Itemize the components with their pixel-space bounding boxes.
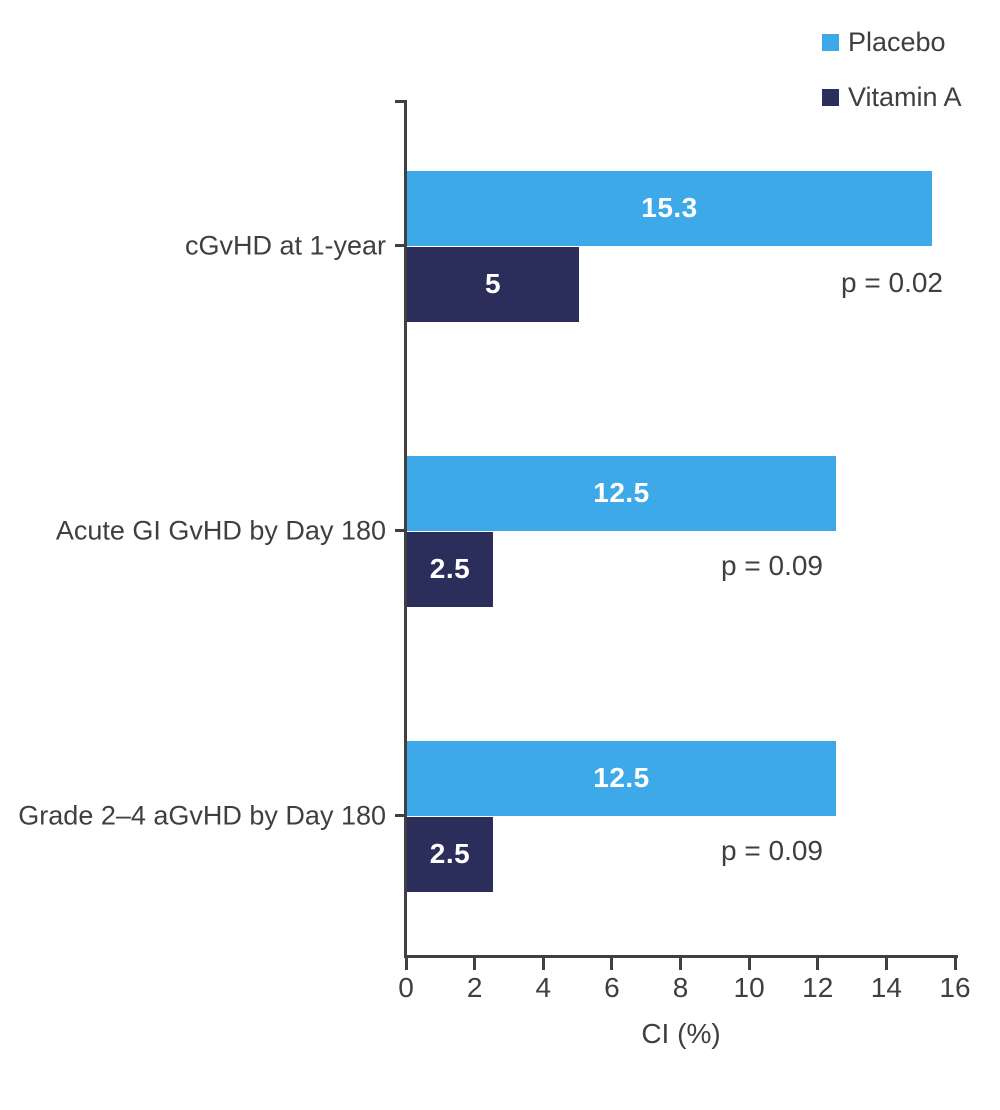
x-axis-tick bbox=[747, 958, 751, 970]
x-tick-label: 8 bbox=[672, 972, 689, 1003]
x-tick-label: 10 bbox=[733, 972, 765, 1003]
x-axis-title: CI (%) bbox=[641, 1018, 721, 1049]
p-value-label: p = 0.02 bbox=[841, 267, 943, 298]
bar-placebo: 12.5 bbox=[407, 455, 836, 531]
y-axis-tick bbox=[395, 244, 405, 247]
x-axis-tick bbox=[816, 958, 820, 970]
p-value-label: p = 0.09 bbox=[721, 835, 823, 866]
bar-placebo: 12.5 bbox=[407, 740, 836, 816]
bar-value-label: 5 bbox=[484, 268, 502, 299]
bar-vitamin-a: 2.5 bbox=[407, 531, 493, 607]
x-tick-label: 12 bbox=[802, 972, 834, 1003]
x-tick-label: 16 bbox=[939, 972, 971, 1003]
vitamin-a-swatch-icon bbox=[822, 89, 839, 106]
bar-value-label: 12.5 bbox=[593, 762, 650, 793]
x-tick-label: 6 bbox=[604, 972, 620, 1003]
legend-item-vitamin-a: Vitamin A bbox=[822, 70, 962, 125]
x-axis-tick bbox=[679, 958, 682, 970]
bar-value-label: 2.5 bbox=[429, 838, 471, 869]
category-label: cGvHD at 1-year bbox=[184, 230, 386, 260]
x-tick-label: 4 bbox=[535, 972, 552, 1003]
legend-label-placebo: Placebo bbox=[848, 27, 946, 57]
p-value-label: p = 0.09 bbox=[721, 550, 823, 581]
x-axis-tick bbox=[884, 958, 888, 970]
placebo-swatch-icon bbox=[822, 34, 839, 51]
x-axis-tick bbox=[404, 958, 408, 970]
x-tick-label: 14 bbox=[870, 972, 902, 1003]
y-axis-tick bbox=[395, 814, 405, 817]
bar-vitamin-a: 2.5 bbox=[407, 816, 493, 892]
bar-value-label: 2.5 bbox=[429, 553, 471, 584]
legend-label-vitamin-a: Vitamin A bbox=[848, 82, 962, 112]
category-label: Acute GI GvHD by Day 180 bbox=[55, 515, 386, 545]
x-tick-label: 0 bbox=[398, 972, 414, 1003]
legend: Placebo Vitamin A bbox=[822, 15, 962, 125]
y-axis-tick bbox=[395, 529, 405, 532]
bar-placebo: 15.3 bbox=[407, 170, 932, 246]
category-label: Grade 2–4 aGvHD by Day 180 bbox=[18, 800, 386, 830]
y-axis-top-tick bbox=[395, 100, 405, 103]
x-axis-tick bbox=[610, 958, 614, 970]
bar-vitamin-a: 5 bbox=[407, 246, 579, 322]
x-axis bbox=[404, 955, 958, 958]
x-tick-label: 2 bbox=[466, 972, 483, 1003]
x-axis-tick bbox=[541, 958, 545, 970]
bar-value-label: 12.5 bbox=[593, 477, 650, 508]
bar-value-label: 15.3 bbox=[641, 192, 698, 223]
y-axis bbox=[404, 100, 407, 957]
x-axis-tick bbox=[473, 958, 477, 970]
x-axis-tick bbox=[953, 958, 957, 970]
legend-item-placebo: Placebo bbox=[822, 15, 962, 70]
